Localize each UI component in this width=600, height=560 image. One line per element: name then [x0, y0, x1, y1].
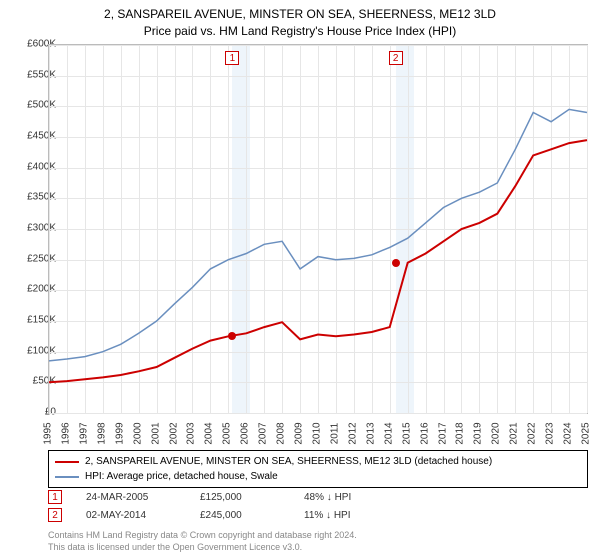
sale-marker: 2 — [389, 51, 403, 65]
x-axis-label: 2003 — [186, 422, 197, 444]
legend-label: HPI: Average price, detached house, Swal… — [85, 469, 278, 484]
event-marker: 1 — [48, 490, 62, 504]
attribution-line1: Contains HM Land Registry data © Crown c… — [48, 530, 357, 542]
x-axis-label: 1998 — [96, 422, 107, 444]
x-axis-label: 2021 — [509, 422, 520, 444]
x-axis-label: 2005 — [222, 422, 233, 444]
x-axis-label: 2023 — [545, 422, 556, 444]
x-axis-label: 1999 — [114, 422, 125, 444]
sale-point — [392, 259, 400, 267]
x-axis-label: 2012 — [347, 422, 358, 444]
sale-marker: 1 — [225, 51, 239, 65]
chart-container: 2, SANSPAREIL AVENUE, MINSTER ON SEA, SH… — [0, 0, 600, 560]
chart-title: 2, SANSPAREIL AVENUE, MINSTER ON SEA, SH… — [0, 0, 600, 40]
event-row: 2 02-MAY-2014 £245,000 11% ↓ HPI — [48, 508, 394, 522]
plot-area: 12 — [48, 44, 588, 414]
legend-item: HPI: Average price, detached house, Swal… — [55, 469, 581, 484]
legend-swatch — [55, 476, 79, 478]
series-red — [49, 140, 587, 382]
event-row: 1 24-MAR-2005 £125,000 48% ↓ HPI — [48, 490, 394, 504]
x-axis-label: 2000 — [132, 422, 143, 444]
x-axis-label: 2019 — [473, 422, 484, 444]
x-axis-label: 2015 — [401, 422, 412, 444]
x-axis-label: 2002 — [168, 422, 179, 444]
x-axis-label: 2016 — [419, 422, 430, 444]
x-axis-label: 2025 — [581, 422, 592, 444]
x-axis-label: 2018 — [455, 422, 466, 444]
legend: 2, SANSPAREIL AVENUE, MINSTER ON SEA, SH… — [48, 450, 588, 488]
x-axis-label: 2011 — [329, 423, 340, 445]
attribution: Contains HM Land Registry data © Crown c… — [48, 530, 357, 553]
event-pct: 11% ↓ HPI — [304, 510, 394, 521]
legend-swatch — [55, 461, 79, 463]
event-marker: 2 — [48, 508, 62, 522]
x-axis-label: 2010 — [312, 422, 323, 444]
x-axis-label: 2007 — [258, 422, 269, 444]
event-price: £125,000 — [200, 492, 280, 503]
sale-events: 1 24-MAR-2005 £125,000 48% ↓ HPI 2 02-MAY-201… — [48, 490, 394, 526]
sale-point — [228, 332, 236, 340]
x-axis-label: 1997 — [78, 422, 89, 444]
event-date: 24-MAR-2005 — [86, 492, 176, 503]
x-axis-label: 2008 — [276, 422, 287, 444]
x-axis-label: 2006 — [240, 422, 251, 444]
x-axis-label: 1995 — [43, 422, 54, 444]
x-axis-label: 2004 — [204, 422, 215, 444]
legend-label: 2, SANSPAREIL AVENUE, MINSTER ON SEA, SH… — [85, 454, 492, 469]
x-axis-label: 2001 — [150, 422, 161, 444]
title-line2: Price paid vs. HM Land Registry's House … — [0, 23, 600, 40]
line-series — [49, 45, 587, 413]
x-axis-label: 2013 — [365, 422, 376, 444]
x-axis-label: 2009 — [294, 422, 305, 444]
series-blue — [49, 109, 587, 361]
x-axis-label: 1996 — [60, 422, 71, 444]
legend-item: 2, SANSPAREIL AVENUE, MINSTER ON SEA, SH… — [55, 454, 581, 469]
x-axis-label: 2022 — [527, 422, 538, 444]
attribution-line2: This data is licensed under the Open Gov… — [48, 542, 357, 554]
x-axis-label: 2020 — [491, 422, 502, 444]
title-line1: 2, SANSPAREIL AVENUE, MINSTER ON SEA, SH… — [0, 6, 600, 23]
event-date: 02-MAY-2014 — [86, 510, 176, 521]
event-price: £245,000 — [200, 510, 280, 521]
x-axis-label: 2024 — [563, 422, 574, 444]
event-pct: 48% ↓ HPI — [304, 492, 394, 503]
x-axis-label: 2017 — [437, 422, 448, 444]
x-axis-label: 2014 — [383, 422, 394, 444]
